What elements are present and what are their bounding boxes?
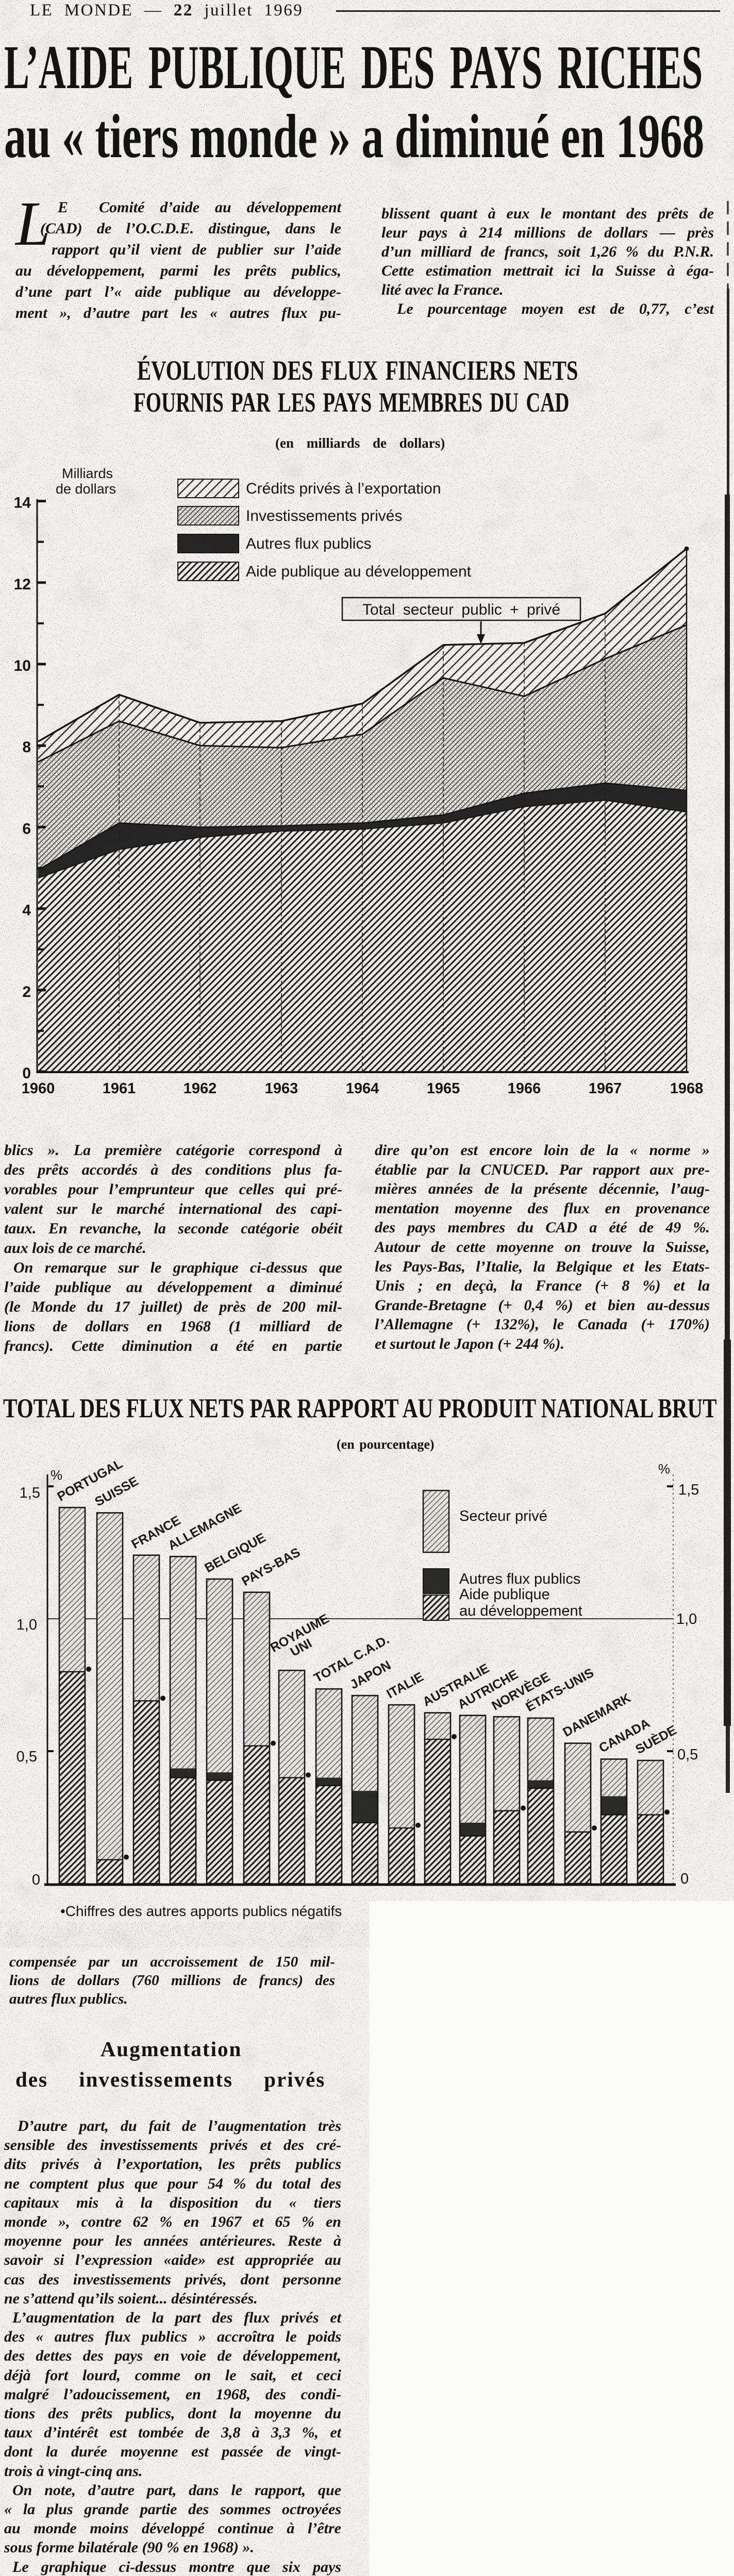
- svg-text:2: 2: [22, 984, 31, 1001]
- svg-text:1,5: 1,5: [20, 1485, 40, 1501]
- svg-text:1963: 1963: [265, 1080, 298, 1097]
- svg-text:Autres flux publics: Autres flux publics: [246, 535, 371, 552]
- svg-text:0: 0: [22, 1065, 31, 1082]
- svg-text:Crédits privés à l’exportation: Crédits privés à l’exportation: [246, 480, 441, 497]
- svg-text:4: 4: [22, 902, 31, 919]
- svg-text:1968: 1968: [670, 1080, 704, 1097]
- svg-text:Autres flux publics: Autres flux publics: [459, 1571, 580, 1587]
- svg-text:%: %: [51, 1467, 62, 1483]
- svg-text:10: 10: [14, 657, 31, 674]
- svg-text:1,0: 1,0: [676, 1611, 697, 1628]
- svg-text:0: 0: [680, 1871, 689, 1887]
- svg-text:6: 6: [22, 820, 31, 837]
- svg-text:1961: 1961: [103, 1080, 136, 1097]
- svg-text:Aide publique: Aide publique: [459, 1586, 550, 1603]
- svg-text:%: %: [658, 1461, 670, 1477]
- svg-text:0: 0: [32, 1872, 40, 1888]
- svg-text:1960: 1960: [22, 1080, 55, 1097]
- svg-text:0,5: 0,5: [16, 1749, 37, 1765]
- svg-text:1967: 1967: [589, 1080, 622, 1097]
- svg-text:Aide publique au développement: Aide publique au développement: [246, 563, 472, 580]
- svg-text:Total secteur public + privé: Total secteur public + privé: [362, 601, 560, 618]
- svg-text:8: 8: [22, 739, 31, 756]
- svg-text:1,0: 1,0: [16, 1617, 37, 1633]
- svg-text:1965: 1965: [427, 1080, 460, 1097]
- svg-text:1962: 1962: [184, 1080, 217, 1097]
- svg-text:12: 12: [14, 576, 31, 593]
- svg-text:1,5: 1,5: [678, 1482, 699, 1498]
- svg-text:14: 14: [14, 495, 31, 512]
- svg-text:Milliards: Milliards: [62, 466, 113, 481]
- svg-text:au développement: au développement: [459, 1603, 582, 1619]
- svg-text:Secteur privé: Secteur privé: [459, 1508, 547, 1524]
- svg-text:de dollars: de dollars: [56, 481, 116, 497]
- svg-text:0,5: 0,5: [677, 1747, 698, 1763]
- svg-text:1964: 1964: [346, 1080, 379, 1097]
- svg-text:1966: 1966: [508, 1080, 541, 1097]
- svg-text:Investissements privés: Investissements privés: [246, 507, 402, 524]
